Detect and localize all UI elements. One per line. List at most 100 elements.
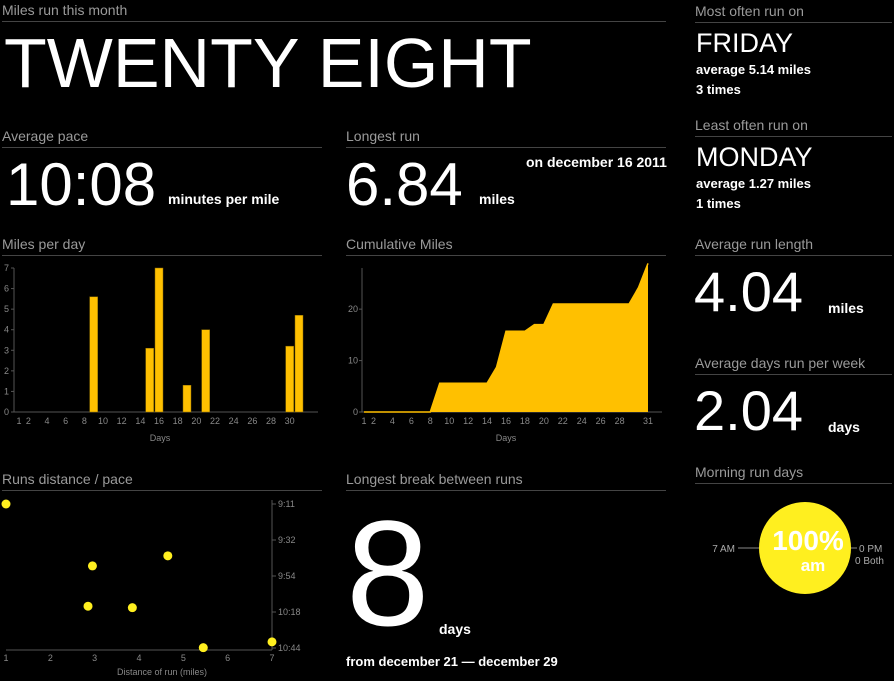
- area-fill: [364, 263, 648, 412]
- avg-length-value: 4.04: [694, 260, 803, 323]
- morning-am: am: [801, 556, 826, 575]
- bar-x-tick-label: 18: [173, 416, 183, 426]
- bar-x-tick-label: 12: [117, 416, 127, 426]
- miles-per-day-header: Miles per day: [2, 236, 322, 256]
- scatter-point: [267, 637, 277, 647]
- area-line: [364, 263, 649, 413]
- bar-y-tick-label: 1: [4, 386, 9, 396]
- morning-right-label-both: 0 Both: [855, 556, 884, 567]
- miles-month-panel: Miles run this month: [2, 2, 666, 22]
- avg-days-unit: days: [828, 419, 860, 435]
- miles-month-value: TWENTY EIGHT: [4, 24, 532, 102]
- scatter-x-tick-label: 3: [92, 653, 97, 663]
- morning-header: Morning run days: [695, 464, 892, 484]
- bar: [294, 315, 304, 413]
- least-often-day: MONDAY: [696, 142, 813, 172]
- avg-length-panel: Average run length: [695, 236, 892, 256]
- scatter-y-tick-label: 10:44: [278, 643, 301, 653]
- scatter-y-tick-label: 9:54: [278, 571, 296, 581]
- least-often-times: 1 times: [696, 196, 741, 211]
- morning-left-label: 7 AM: [712, 544, 735, 555]
- longest-run-date: on december 16 2011: [526, 154, 667, 170]
- longest-break-unit: days: [439, 621, 471, 637]
- bar-y-tick-label: 5: [4, 304, 9, 314]
- scatter-x-label: Distance of run (miles): [117, 667, 207, 677]
- area-x-tick-label: 26: [596, 416, 606, 426]
- area-x-tick-label: 22: [558, 416, 568, 426]
- bar-y-tick-label: 6: [4, 284, 9, 294]
- bar-x-tick-label: 26: [247, 416, 257, 426]
- scatter-header: Runs distance / pace: [2, 471, 322, 491]
- bar: [154, 267, 164, 413]
- cumulative-panel: Cumulative Miles: [346, 236, 666, 256]
- bar-x-tick-label: 28: [266, 416, 276, 426]
- bar-x-tick-label: 30: [285, 416, 295, 426]
- bar: [145, 347, 154, 413]
- bar: [201, 329, 210, 413]
- scatter-x-tick-label: 4: [136, 653, 141, 663]
- scatter-x-tick-label: 5: [181, 653, 186, 663]
- area-x-tick-label: 18: [520, 416, 530, 426]
- morning-right-label-pm: 0 PM: [859, 544, 882, 555]
- bar-y-tick-label: 2: [4, 366, 9, 376]
- longest-break-range: from december 21 — december 29: [346, 654, 558, 669]
- bar: [89, 296, 98, 413]
- longest-run-header: Longest run: [346, 128, 666, 148]
- scatter-point: [87, 561, 97, 571]
- morning-panel: Morning run days: [695, 464, 892, 484]
- bar-x-tick-label: 22: [210, 416, 220, 426]
- morning-pct: 100%: [772, 525, 844, 556]
- bar-x-label: Days: [150, 433, 171, 443]
- avg-days-header: Average days run per week: [695, 355, 892, 375]
- most-often-panel: Most often run on: [695, 3, 892, 23]
- avg-pace-value: 10:08: [6, 151, 157, 218]
- avg-days-panel: Average days run per week: [695, 355, 892, 375]
- bar-x-tick-label: 14: [135, 416, 145, 426]
- area-x-tick-label: 28: [615, 416, 625, 426]
- area-x-tick-label: 16: [501, 416, 511, 426]
- area-x-tick-label: 31: [643, 416, 653, 426]
- avg-pace-unit: minutes per mile: [168, 191, 280, 207]
- avg-days-value: 2.04: [694, 379, 803, 442]
- scatter-x-tick-label: 6: [225, 653, 230, 663]
- scatter-y-tick-label: 9:11: [278, 499, 295, 509]
- most-often-header: Most often run on: [695, 3, 892, 23]
- bar-x-tick-label: 1: [16, 416, 21, 426]
- cumulative-header: Cumulative Miles: [346, 236, 666, 256]
- least-often-panel: Least often run on: [695, 117, 892, 137]
- most-often-day: FRIDAY: [696, 28, 794, 58]
- area-x-tick-label: 6: [409, 416, 414, 426]
- area-x-tick-label: 24: [577, 416, 587, 426]
- bar-x-tick-label: 10: [98, 416, 108, 426]
- least-often-header: Least often run on: [695, 117, 892, 137]
- area-x-tick-label: 2: [371, 416, 376, 426]
- morning-pie-slice: [759, 502, 851, 594]
- bar: [285, 345, 294, 413]
- bar-y-tick-label: 0: [4, 407, 9, 417]
- scatter-point: [127, 603, 137, 613]
- area-y-tick-label: 0: [353, 407, 358, 417]
- most-often-times: 3 times: [696, 82, 741, 97]
- bar-y-tick-label: 7: [4, 263, 9, 273]
- avg-length-header: Average run length: [695, 236, 892, 256]
- area-y-tick-label: 20: [348, 304, 358, 314]
- area-x-tick-label: 1: [361, 416, 366, 426]
- scatter-x-tick-label: 7: [269, 653, 274, 663]
- scatter-panel: Runs distance / pace: [2, 471, 322, 491]
- scatter-point: [163, 551, 173, 561]
- area-x-tick-label: 12: [463, 416, 473, 426]
- longest-run-panel: Longest run: [346, 128, 666, 148]
- longest-break-panel: Longest break between runs: [346, 471, 666, 491]
- scatter-y-tick-label: 9:32: [278, 535, 296, 545]
- scatter-x-tick-label: 1: [3, 653, 8, 663]
- avg-pace-panel: Average pace: [2, 128, 322, 148]
- area-x-label: Days: [496, 433, 517, 443]
- avg-pace-header: Average pace: [2, 128, 322, 148]
- bar-y-tick-label: 4: [4, 325, 9, 335]
- scatter-y-tick-label: 10:18: [278, 607, 301, 617]
- longest-break-header: Longest break between runs: [346, 471, 666, 491]
- scatter-x-tick-label: 2: [48, 653, 53, 663]
